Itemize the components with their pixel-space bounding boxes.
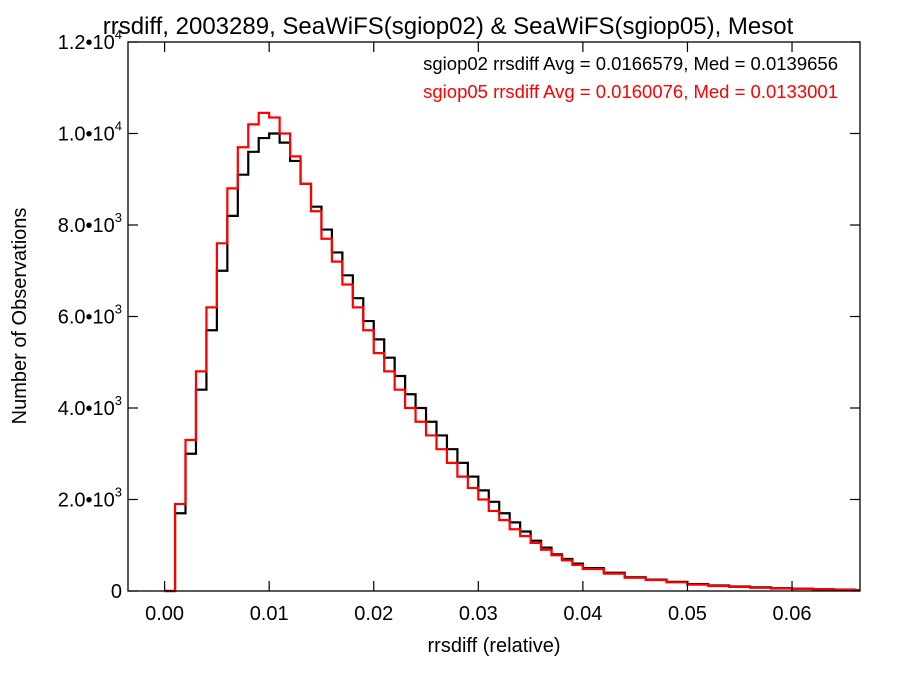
- x-tick-label-1: 0.01: [250, 603, 289, 625]
- x-tick-label-5: 0.05: [668, 603, 707, 625]
- y-tick-label-6: 1.2•104: [58, 27, 122, 54]
- y-axis: 0 2.0•103 4.0•103 6.0•103 8.0•103 1.0•104 1.2•…: [58, 27, 860, 603]
- x-tick-label-3: 0.03: [459, 603, 498, 625]
- y-tick-label-2: 4.0•103: [58, 393, 122, 420]
- y-axis-label: Number of Observations: [9, 208, 31, 425]
- legend: sgiop02 rrsdiff Avg = 0.0166579, Med = 0…: [423, 53, 838, 102]
- x-tick-label-2: 0.02: [354, 603, 393, 625]
- legend-entry-sgiop02: sgiop02 rrsdiff Avg = 0.0166579, Med = 0…: [423, 53, 838, 74]
- y-tick-label-3: 6.0•103: [58, 302, 122, 329]
- chart-title: rrsdiff, 2003289, SeaWiFS(sgiop02) & Sea…: [103, 13, 794, 40]
- y-tick-label-4: 8.0•103: [58, 210, 122, 237]
- x-axis-label: rrsdiff (relative): [428, 635, 561, 657]
- x-tick-label-6: 0.06: [773, 603, 812, 625]
- y-tick-label-1: 2.0•103: [58, 485, 122, 512]
- legend-entry-sgiop05: sgiop05 rrsdiff Avg = 0.0160076, Med = 0…: [423, 81, 838, 102]
- y-tick-label-0: 0: [111, 581, 122, 603]
- x-axis: 0.00 0.01 0.02 0.03 0.04 0.05 0.06: [145, 42, 811, 625]
- x-tick-label-4: 0.04: [563, 603, 602, 625]
- y-tick-label-5: 1.0•104: [58, 119, 122, 146]
- x-tick-label-0: 0.00: [145, 603, 184, 625]
